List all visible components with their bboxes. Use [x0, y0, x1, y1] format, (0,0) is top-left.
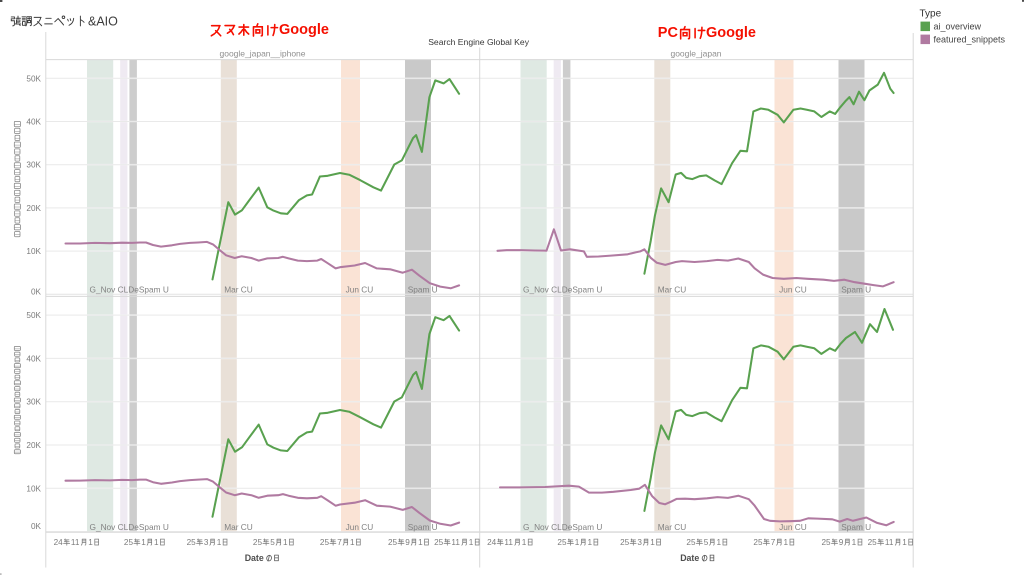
- svg-text:ai_overview: ai_overview: [934, 22, 982, 32]
- svg-text:Jun CU: Jun CU: [779, 522, 807, 532]
- svg-text:1: 1: [283, 538, 288, 547]
- svg-text:1: 1: [717, 538, 722, 547]
- svg-text:1: 1: [588, 538, 593, 547]
- svg-text:25: 25: [124, 538, 134, 547]
- svg-text:25: 25: [388, 538, 398, 547]
- svg-text:5: 5: [704, 538, 709, 547]
- svg-text:google_japan__iphone: google_japan__iphone: [219, 49, 305, 59]
- svg-text:G_Nov CLDeSpam U: G_Nov CLDeSpam U: [523, 522, 602, 532]
- svg-text:Jun CU: Jun CU: [346, 285, 374, 295]
- svg-text:&AIO: &AIO: [88, 15, 118, 29]
- svg-text:0K: 0K: [31, 288, 42, 297]
- svg-text:50K: 50K: [26, 311, 41, 320]
- svg-text:Spam U: Spam U: [408, 522, 438, 532]
- svg-text:Spam U: Spam U: [408, 285, 438, 295]
- svg-text:1: 1: [88, 538, 93, 547]
- svg-text:Type: Type: [920, 9, 942, 20]
- svg-text:Mar CU: Mar CU: [224, 522, 253, 532]
- svg-text:1: 1: [469, 538, 474, 547]
- svg-text:PC: PC: [658, 25, 679, 41]
- svg-text:Mar CU: Mar CU: [658, 522, 687, 532]
- svg-text:G_Nov CLDeSpam U: G_Nov CLDeSpam U: [523, 285, 602, 295]
- svg-text:Date: Date: [245, 553, 264, 563]
- svg-text:25: 25: [753, 538, 763, 547]
- svg-text:google_japan: google_japan: [670, 49, 721, 59]
- svg-text:1: 1: [784, 538, 789, 547]
- svg-text:11: 11: [885, 538, 894, 547]
- svg-text:10K: 10K: [26, 247, 41, 256]
- svg-text:25: 25: [620, 538, 630, 547]
- svg-text:1: 1: [650, 538, 655, 547]
- svg-text:Jun CU: Jun CU: [346, 522, 374, 532]
- svg-text:7: 7: [771, 538, 776, 547]
- svg-text:11: 11: [71, 538, 80, 547]
- svg-text:Spam U: Spam U: [841, 285, 871, 295]
- svg-text:24: 24: [487, 538, 497, 547]
- svg-text:9: 9: [839, 538, 844, 547]
- svg-text:9: 9: [405, 538, 410, 547]
- svg-text:20K: 20K: [26, 204, 41, 213]
- svg-text:1: 1: [418, 538, 423, 547]
- svg-text:1: 1: [154, 538, 159, 547]
- svg-text:25: 25: [822, 538, 832, 547]
- svg-text:40K: 40K: [26, 118, 41, 127]
- svg-text:25: 25: [187, 538, 197, 547]
- svg-text:30K: 30K: [26, 398, 41, 407]
- svg-text:25: 25: [686, 538, 696, 547]
- svg-text:11: 11: [504, 538, 513, 547]
- svg-text:25: 25: [434, 538, 444, 547]
- svg-text:40K: 40K: [26, 354, 41, 363]
- svg-text:Date: Date: [680, 553, 699, 563]
- svg-text:Google: Google: [279, 22, 329, 38]
- svg-text:3: 3: [637, 538, 642, 547]
- svg-text:20K: 20K: [26, 441, 41, 450]
- svg-text:11: 11: [451, 538, 460, 547]
- svg-text:1: 1: [141, 538, 146, 547]
- svg-text:Search Engine Global Key: Search Engine Global Key: [428, 37, 530, 47]
- svg-text:1: 1: [852, 538, 857, 547]
- svg-text:Mar CU: Mar CU: [224, 285, 253, 295]
- svg-text:25: 25: [868, 538, 878, 547]
- svg-text:1: 1: [217, 538, 222, 547]
- svg-text:1: 1: [522, 538, 527, 547]
- svg-text:25: 25: [253, 538, 263, 547]
- svg-text:30K: 30K: [26, 161, 41, 170]
- svg-text:25: 25: [557, 538, 567, 547]
- svg-text:7: 7: [337, 538, 342, 547]
- svg-text:10K: 10K: [26, 484, 41, 493]
- svg-text:1: 1: [902, 538, 907, 547]
- svg-text:featured_snippets: featured_snippets: [934, 35, 1006, 45]
- svg-text:Spam U: Spam U: [841, 522, 871, 532]
- svg-text:50K: 50K: [26, 74, 41, 83]
- svg-text:3: 3: [204, 538, 209, 547]
- svg-text:G_Nov CLDeSpam U: G_Nov CLDeSpam U: [90, 285, 169, 295]
- svg-text:G_Nov CLDeSpam U: G_Nov CLDeSpam U: [90, 522, 169, 532]
- svg-text:24: 24: [54, 538, 64, 547]
- svg-text:Jun CU: Jun CU: [779, 285, 807, 295]
- svg-text:Google: Google: [706, 25, 756, 41]
- svg-text:25: 25: [320, 538, 330, 547]
- svg-text:Mar CU: Mar CU: [658, 285, 687, 295]
- svg-text:0K: 0K: [31, 522, 42, 531]
- svg-text:1: 1: [350, 538, 355, 547]
- svg-text:1: 1: [575, 538, 580, 547]
- svg-text:5: 5: [270, 538, 275, 547]
